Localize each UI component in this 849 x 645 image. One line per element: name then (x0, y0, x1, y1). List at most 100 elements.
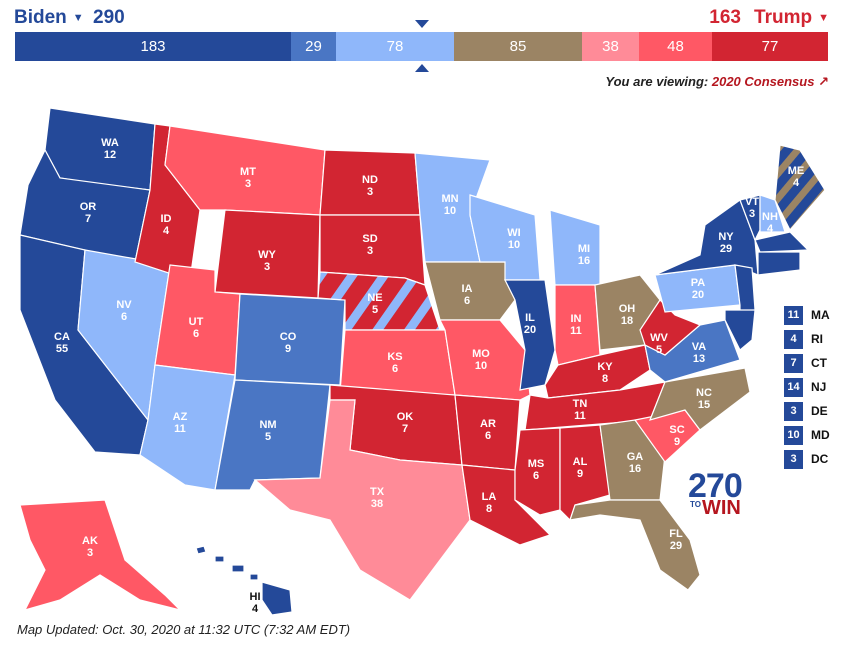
map-updated-note: Map Updated: Oct. 30, 2020 at 11:32 UTC … (17, 622, 351, 637)
viewing-prefix: You are viewing: (605, 74, 709, 89)
label-vt: VT 3 (745, 196, 759, 220)
bar-segment-safe-rep[interactable]: 77 (712, 32, 828, 61)
small-state-name: NJ (811, 380, 827, 394)
label-mt: MT 3 (240, 166, 256, 190)
bar-value: 48 (667, 38, 684, 55)
state-me[interactable] (774, 144, 826, 232)
label-oh: OH 18 (619, 303, 636, 327)
bar-segment-likely-dem[interactable]: 29 (291, 32, 336, 61)
label-mn: MN 10 (441, 193, 458, 217)
label-ky: KY 8 (597, 361, 613, 385)
state-mi[interactable] (549, 209, 601, 286)
small-state-name: CT (811, 356, 827, 370)
label-wv: WV 5 (650, 332, 668, 356)
small-state-nj[interactable]: 14 NJ (784, 377, 844, 397)
bar-segment-safe-dem[interactable]: 183 (15, 32, 291, 61)
small-state-md[interactable]: 10 MD (784, 425, 844, 445)
label-ar: AR 6 (480, 418, 496, 442)
state-hi[interactable] (195, 545, 293, 616)
small-state-name: DC (811, 452, 829, 466)
small-state-ev: 11 (784, 305, 803, 325)
270towin-logo[interactable]: 270 TO WIN (688, 469, 748, 525)
biden-name: Biden (14, 7, 67, 28)
state-fl[interactable] (569, 499, 701, 591)
small-state-ev: 4 (784, 329, 803, 349)
label-co: CO 9 (280, 331, 297, 355)
logo-to: TO (690, 500, 701, 509)
bar-segment-likely-rep[interactable]: 48 (639, 32, 712, 61)
small-state-ev: 7 (784, 353, 803, 373)
label-nc: NC 15 (696, 387, 712, 411)
state-ny[interactable] (654, 199, 759, 276)
state-md-de[interactable] (724, 309, 756, 351)
label-ne: NE 5 (367, 292, 382, 316)
label-ny: NY 29 (718, 231, 734, 255)
small-state-name: DE (811, 404, 828, 418)
state-tx[interactable] (253, 399, 471, 601)
viewing-line: You are viewing: 2020 Consensus ↗ (605, 74, 829, 90)
state-ma[interactable] (754, 231, 810, 253)
biden-total: 290 (93, 7, 125, 28)
label-pa: PA 20 (691, 277, 706, 301)
label-nd: ND 3 (362, 174, 378, 198)
small-state-ev: 3 (784, 449, 803, 469)
small-state-dc[interactable]: 3 DC (784, 449, 844, 469)
state-ak[interactable] (19, 499, 182, 612)
small-state-ri[interactable]: 4 RI (784, 329, 844, 349)
bar-segment-lean-dem[interactable]: 78 (336, 32, 454, 61)
bar-value: 29 (305, 38, 322, 55)
label-la: LA 8 (482, 491, 497, 515)
bar-value: 78 (386, 38, 404, 55)
state-wi[interactable] (469, 194, 541, 281)
label-tn: TN 11 (573, 398, 588, 422)
trump-name: Trump (754, 7, 813, 28)
bar-value: 38 (602, 38, 619, 55)
biden-selector[interactable]: Biden ▼ (14, 7, 84, 29)
us-electoral-map: WA 12 OR 7 CA 55 NV 6 ID 4 MT 3 WY 3 UT 6 AZ 11 C… (19, 107, 826, 616)
midpoint-marker-top-icon (415, 20, 429, 28)
external-link-icon: ↗ (818, 74, 829, 89)
label-ca: CA 55 (54, 331, 70, 355)
state-nh[interactable] (759, 194, 786, 233)
state-ct-ri[interactable] (757, 251, 801, 276)
chevron-down-icon: ▼ (72, 12, 84, 24)
state-labels: WA 12 OR 7 CA 55 NV 6 ID 4 MT 3 WY 3 UT 6 AZ 11 C… (54, 137, 804, 615)
small-state-name: MA (811, 308, 830, 322)
label-ia: IA 6 (462, 283, 473, 307)
label-mo: MO 10 (472, 348, 490, 372)
bar-value: 85 (509, 38, 527, 55)
chevron-down-icon: ▼ (818, 12, 829, 24)
state-nm[interactable] (214, 379, 331, 491)
electoral-vote-bar: 183 29 78 85 38 48 77 (15, 32, 828, 61)
label-il: IL 20 (524, 312, 536, 336)
viewing-selection-link[interactable]: 2020 Consensus ↗ (712, 74, 829, 89)
state-wv[interactable] (639, 299, 702, 356)
label-sc: SC 9 (669, 424, 684, 448)
bar-segment-tossup[interactable]: 85 (454, 32, 582, 61)
small-state-ma[interactable]: 11 MA (784, 305, 844, 325)
state-mo[interactable] (439, 319, 531, 401)
label-tx: TX 38 (370, 486, 385, 510)
label-ok: OK 7 (397, 411, 414, 435)
small-state-de[interactable]: 3 DE (784, 401, 844, 421)
label-or: OR 7 (80, 201, 97, 225)
label-nv: NV 6 (116, 299, 132, 323)
label-ks: KS 6 (387, 351, 402, 375)
bar-segment-lean-rep[interactable]: 38 (582, 32, 639, 61)
small-state-name: RI (811, 332, 823, 346)
label-in: IN 11 (570, 313, 582, 337)
label-nh: NH 4 (762, 211, 778, 235)
bar-value: 77 (761, 38, 779, 55)
viewing-selection: 2020 Consensus (711, 74, 815, 89)
small-state-ev: 14 (784, 377, 803, 397)
small-state-ct[interactable]: 7 CT (784, 353, 844, 373)
label-ms: MS 6 (528, 458, 545, 482)
small-states-list: 11 MA 4 RI 7 CT 14 NJ 3 DE 10 MD 3 DC (784, 305, 844, 473)
label-ut: UT 6 (189, 316, 204, 340)
trump-selector[interactable]: Trump ▼ (754, 7, 829, 29)
label-ga: GA 16 (627, 451, 644, 475)
label-ak: AK 3 (82, 535, 98, 559)
label-mi: MI 16 (578, 243, 590, 267)
state-il[interactable] (504, 279, 556, 391)
label-wy: WY 3 (258, 249, 276, 273)
